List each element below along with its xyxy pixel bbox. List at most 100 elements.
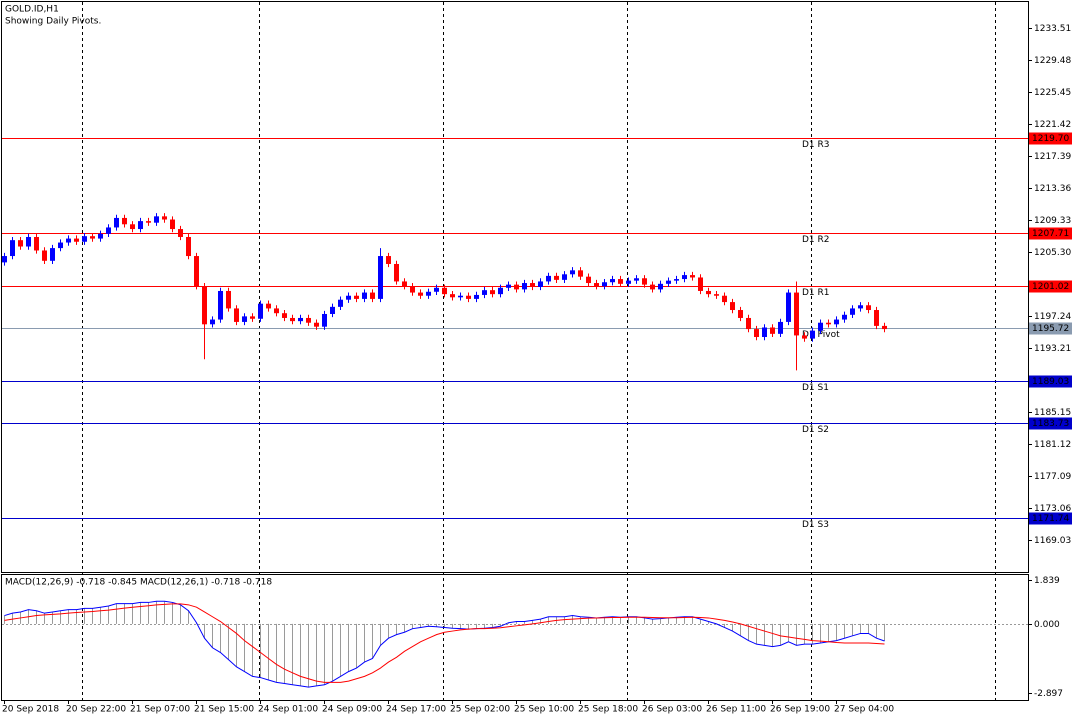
candle-body bbox=[274, 308, 279, 314]
candle-body bbox=[674, 279, 679, 281]
y-tick-label: -2.897 bbox=[1034, 689, 1063, 699]
y-tick-label: 1181.12 bbox=[1034, 440, 1071, 450]
candle-body bbox=[450, 294, 455, 298]
candle-body bbox=[514, 284, 519, 290]
y-tick-label: 1177.09 bbox=[1034, 472, 1071, 482]
price-box-label: 1171.74 bbox=[1032, 514, 1069, 524]
candle-body bbox=[642, 278, 647, 285]
candle-body bbox=[306, 317, 311, 323]
price-box bbox=[1029, 375, 1072, 388]
candle-body bbox=[42, 250, 47, 261]
day-separators bbox=[82, 2, 996, 700]
x-tick-label: 24 Sep 01:00 bbox=[258, 705, 318, 715]
candle-body bbox=[634, 278, 639, 281]
x-tick-label: 20 Sep 22:00 bbox=[66, 705, 126, 715]
price-box bbox=[1029, 322, 1072, 335]
y-tick-label: 1209.33 bbox=[1034, 216, 1071, 226]
x-tick-label: 26 Sep 03:00 bbox=[642, 705, 702, 715]
candle-body bbox=[618, 279, 623, 284]
candle-body bbox=[738, 310, 743, 318]
candle-body bbox=[554, 275, 559, 280]
candle-body bbox=[650, 284, 655, 290]
candle-body bbox=[746, 317, 751, 330]
candle-body bbox=[242, 316, 247, 322]
price-box-label: 1189.03 bbox=[1032, 377, 1069, 387]
candle-body bbox=[730, 302, 735, 311]
candle-body bbox=[370, 292, 375, 299]
chart-subtitle: Showing Daily Pivots. bbox=[5, 17, 101, 27]
candle-body bbox=[194, 256, 199, 287]
pivot-level-name: D1 R1 bbox=[802, 288, 830, 298]
candle-body bbox=[202, 286, 207, 325]
y-tick-label: 1193.21 bbox=[1034, 344, 1071, 354]
candle-body bbox=[690, 275, 695, 278]
price-box bbox=[1029, 132, 1072, 145]
candle-body bbox=[706, 290, 711, 295]
candle-body bbox=[426, 291, 431, 296]
candle-body bbox=[82, 236, 87, 242]
candle-body bbox=[106, 227, 111, 234]
price-box bbox=[1029, 512, 1072, 525]
price-pane-frame bbox=[1, 1, 1029, 573]
candle-body bbox=[394, 263, 399, 282]
candle-body bbox=[226, 290, 231, 309]
candle-body bbox=[234, 308, 239, 322]
candle-body bbox=[762, 327, 767, 338]
candle-body bbox=[58, 242, 63, 249]
candle-body bbox=[626, 280, 631, 284]
candle-body bbox=[410, 286, 415, 293]
candle-body bbox=[818, 322, 823, 331]
candle-body bbox=[474, 294, 479, 299]
candle-body bbox=[2, 256, 7, 263]
candle-body bbox=[466, 295, 471, 299]
candle-body bbox=[778, 321, 783, 334]
candle-body bbox=[458, 295, 463, 298]
x-tick-label: 26 Sep 19:00 bbox=[770, 705, 830, 715]
candle-body bbox=[18, 240, 23, 247]
macd-signal-line bbox=[4, 603, 885, 683]
candle-body bbox=[850, 308, 855, 315]
x-tick-label: 26 Sep 11:00 bbox=[706, 705, 766, 715]
candle-body bbox=[522, 283, 527, 290]
candle-body bbox=[586, 276, 591, 284]
price-box bbox=[1029, 227, 1072, 240]
chart-title: GOLD.ID,H1 bbox=[5, 5, 59, 15]
candle-body bbox=[162, 216, 167, 220]
candle-body bbox=[90, 236, 95, 239]
pivot-level-name: D1 R3 bbox=[802, 140, 830, 150]
price-box-label: 1183.73 bbox=[1032, 419, 1069, 429]
candle-body bbox=[442, 287, 447, 295]
candle-body bbox=[722, 295, 727, 303]
y-tick-label: 1221.42 bbox=[1034, 120, 1071, 130]
candle-body bbox=[34, 236, 39, 251]
pivot-level-name: D1 Pivot bbox=[802, 330, 840, 340]
candle-body bbox=[170, 219, 175, 230]
x-tick-label: 21 Sep 15:00 bbox=[194, 705, 254, 715]
candle-body bbox=[322, 313, 327, 327]
candle-body bbox=[98, 233, 103, 239]
y-tick-label: 1233.51 bbox=[1034, 24, 1071, 34]
candle-body bbox=[538, 281, 543, 287]
candle-body bbox=[130, 224, 135, 230]
x-tick-label: 21 Sep 07:00 bbox=[130, 705, 190, 715]
candle-body bbox=[786, 292, 791, 322]
candle-body bbox=[10, 240, 15, 257]
x-tick-label: 25 Sep 10:00 bbox=[514, 705, 574, 715]
y-tick-label: 1.839 bbox=[1034, 576, 1060, 586]
candle-body bbox=[378, 256, 383, 299]
price-box-label: 1219.70 bbox=[1032, 134, 1069, 144]
candle-body bbox=[826, 322, 831, 325]
candle-body bbox=[354, 295, 359, 299]
price-box bbox=[1029, 417, 1072, 430]
y-tick-label: 1213.36 bbox=[1034, 184, 1071, 194]
candle-body bbox=[602, 282, 607, 287]
candle-body bbox=[434, 287, 439, 292]
candle-body bbox=[338, 299, 343, 307]
candle-body bbox=[146, 221, 151, 223]
candle-body bbox=[282, 313, 287, 318]
candle-body bbox=[66, 238, 71, 243]
x-tick-label: 25 Sep 18:00 bbox=[578, 705, 638, 715]
pivot-level-name: D1 S3 bbox=[802, 520, 829, 530]
x-tick-label: 24 Sep 09:00 bbox=[322, 705, 382, 715]
pivot-level-name: D1 S1 bbox=[802, 383, 829, 393]
